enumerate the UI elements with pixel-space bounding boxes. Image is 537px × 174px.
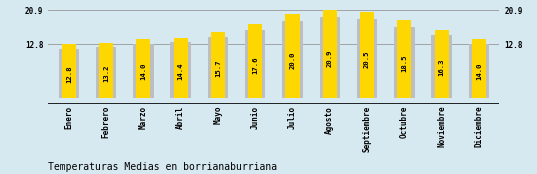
Text: 18.5: 18.5 — [401, 54, 408, 72]
Text: 14.4: 14.4 — [178, 62, 184, 80]
Bar — [62, 44, 76, 98]
Bar — [173, 38, 188, 98]
Text: 13.2: 13.2 — [103, 64, 109, 82]
Bar — [394, 27, 415, 98]
Text: 20.9: 20.9 — [327, 50, 333, 67]
Bar — [286, 14, 300, 98]
Text: 14.0: 14.0 — [140, 63, 147, 80]
Bar — [211, 32, 225, 98]
Bar — [360, 12, 374, 98]
Text: 14.0: 14.0 — [476, 63, 482, 80]
Bar — [323, 10, 337, 98]
Bar — [397, 20, 411, 98]
Bar — [431, 35, 452, 98]
Text: 20.5: 20.5 — [364, 51, 370, 68]
Bar — [170, 42, 191, 98]
Text: 16.3: 16.3 — [439, 58, 445, 76]
Bar — [59, 49, 79, 98]
Text: Temperaturas Medias en borrianaburriana: Temperaturas Medias en borrianaburriana — [48, 162, 278, 172]
Bar — [99, 43, 113, 98]
Bar — [469, 44, 489, 98]
Bar — [472, 39, 486, 98]
Bar — [320, 17, 340, 98]
Bar — [245, 30, 265, 98]
Bar — [136, 39, 150, 98]
Bar — [96, 47, 117, 98]
Bar — [133, 44, 154, 98]
Bar — [208, 37, 228, 98]
Bar — [434, 30, 449, 98]
Text: 15.7: 15.7 — [215, 60, 221, 77]
Bar — [282, 21, 303, 98]
Text: 17.6: 17.6 — [252, 56, 258, 74]
Bar — [248, 24, 262, 98]
Text: 20.0: 20.0 — [289, 52, 295, 69]
Text: 12.8: 12.8 — [66, 65, 72, 83]
Bar — [357, 19, 378, 98]
